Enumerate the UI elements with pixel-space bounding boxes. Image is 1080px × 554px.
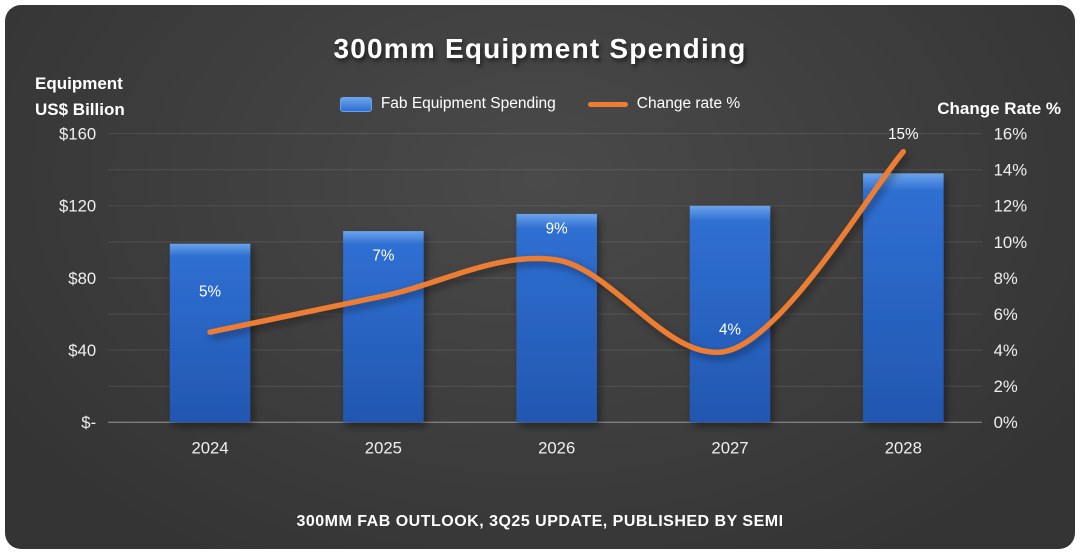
- data-label-2026: 9%: [546, 220, 568, 237]
- data-label-2027: 4%: [719, 321, 741, 338]
- legend-item-change-rate: Change rate %: [587, 95, 741, 113]
- data-label-2025: 7%: [372, 248, 394, 265]
- left-tick-label: $40: [68, 341, 96, 360]
- category-label: 2026: [538, 439, 575, 458]
- left-tick-label: $120: [59, 197, 96, 216]
- bar-swatch-icon: [339, 96, 372, 112]
- legend-label-fab-equipment-spending: Fab Equipment Spending: [380, 95, 556, 112]
- legend-label-change-rate: Change rate %: [636, 95, 741, 112]
- right-tick-label: 10%: [994, 233, 1028, 252]
- category-labels: 2024 2025 2026 2027 2028: [192, 439, 922, 458]
- category-label: 2028: [885, 439, 922, 458]
- bar-2026: [516, 213, 597, 423]
- bar-2025: [343, 231, 424, 423]
- bar-2028: [863, 173, 944, 423]
- line-data-labels: 5% 7% 9% 4% 15%: [199, 126, 918, 339]
- plot-area: $160 $120 $80 $40 $- 16% 14% 12% 10% 8% 6% 4% 2% 0% 20…: [59, 125, 1028, 458]
- chart-canvas: $160 $120 $80 $40 $- 16% 14% 12% 10% 8% 6% 4% 2% 0% 20…: [5, 5, 1075, 549]
- category-label: 2024: [192, 439, 229, 458]
- right-tick-label: 12%: [994, 197, 1028, 216]
- left-axis-title: Equipment US$ Billion: [35, 74, 125, 119]
- change-rate-line: [207, 148, 907, 355]
- category-label: 2027: [711, 439, 748, 458]
- left-tick-label: $80: [68, 269, 96, 288]
- right-tick-label: 6%: [994, 305, 1018, 324]
- category-label: 2025: [365, 439, 402, 458]
- bar-series: [169, 173, 944, 423]
- legend: Fab Equipment Spending Change rate %: [5, 95, 1075, 113]
- right-axis-tick-labels: 16% 14% 12% 10% 8% 6% 4% 2% 0%: [994, 125, 1028, 433]
- right-tick-label: 4%: [994, 341, 1018, 360]
- data-label-2028: 15%: [888, 126, 918, 143]
- right-axis-title: Change Rate %: [937, 99, 1061, 118]
- bar-2027: [689, 205, 771, 423]
- data-label-2024: 5%: [199, 284, 221, 301]
- right-tick-label: 16%: [994, 125, 1028, 144]
- line-swatch-icon: [587, 101, 628, 107]
- left-tick-label: $-: [81, 413, 96, 432]
- left-axis-tick-labels: $160 $120 $80 $40 $-: [59, 125, 96, 433]
- left-tick-label: $160: [59, 125, 96, 144]
- legend-item-fab-equipment-spending: Fab Equipment Spending: [339, 95, 556, 113]
- right-tick-label: 0%: [994, 413, 1018, 432]
- right-tick-label: 2%: [994, 377, 1018, 396]
- footer-caption: 300MM FAB OUTLOOK, 3Q25 UPDATE, PUBLISHE…: [296, 513, 784, 530]
- chart-title: 300mm Equipment Spending: [333, 33, 747, 64]
- right-tick-label: 8%: [994, 269, 1018, 288]
- right-tick-label: 14%: [994, 161, 1028, 180]
